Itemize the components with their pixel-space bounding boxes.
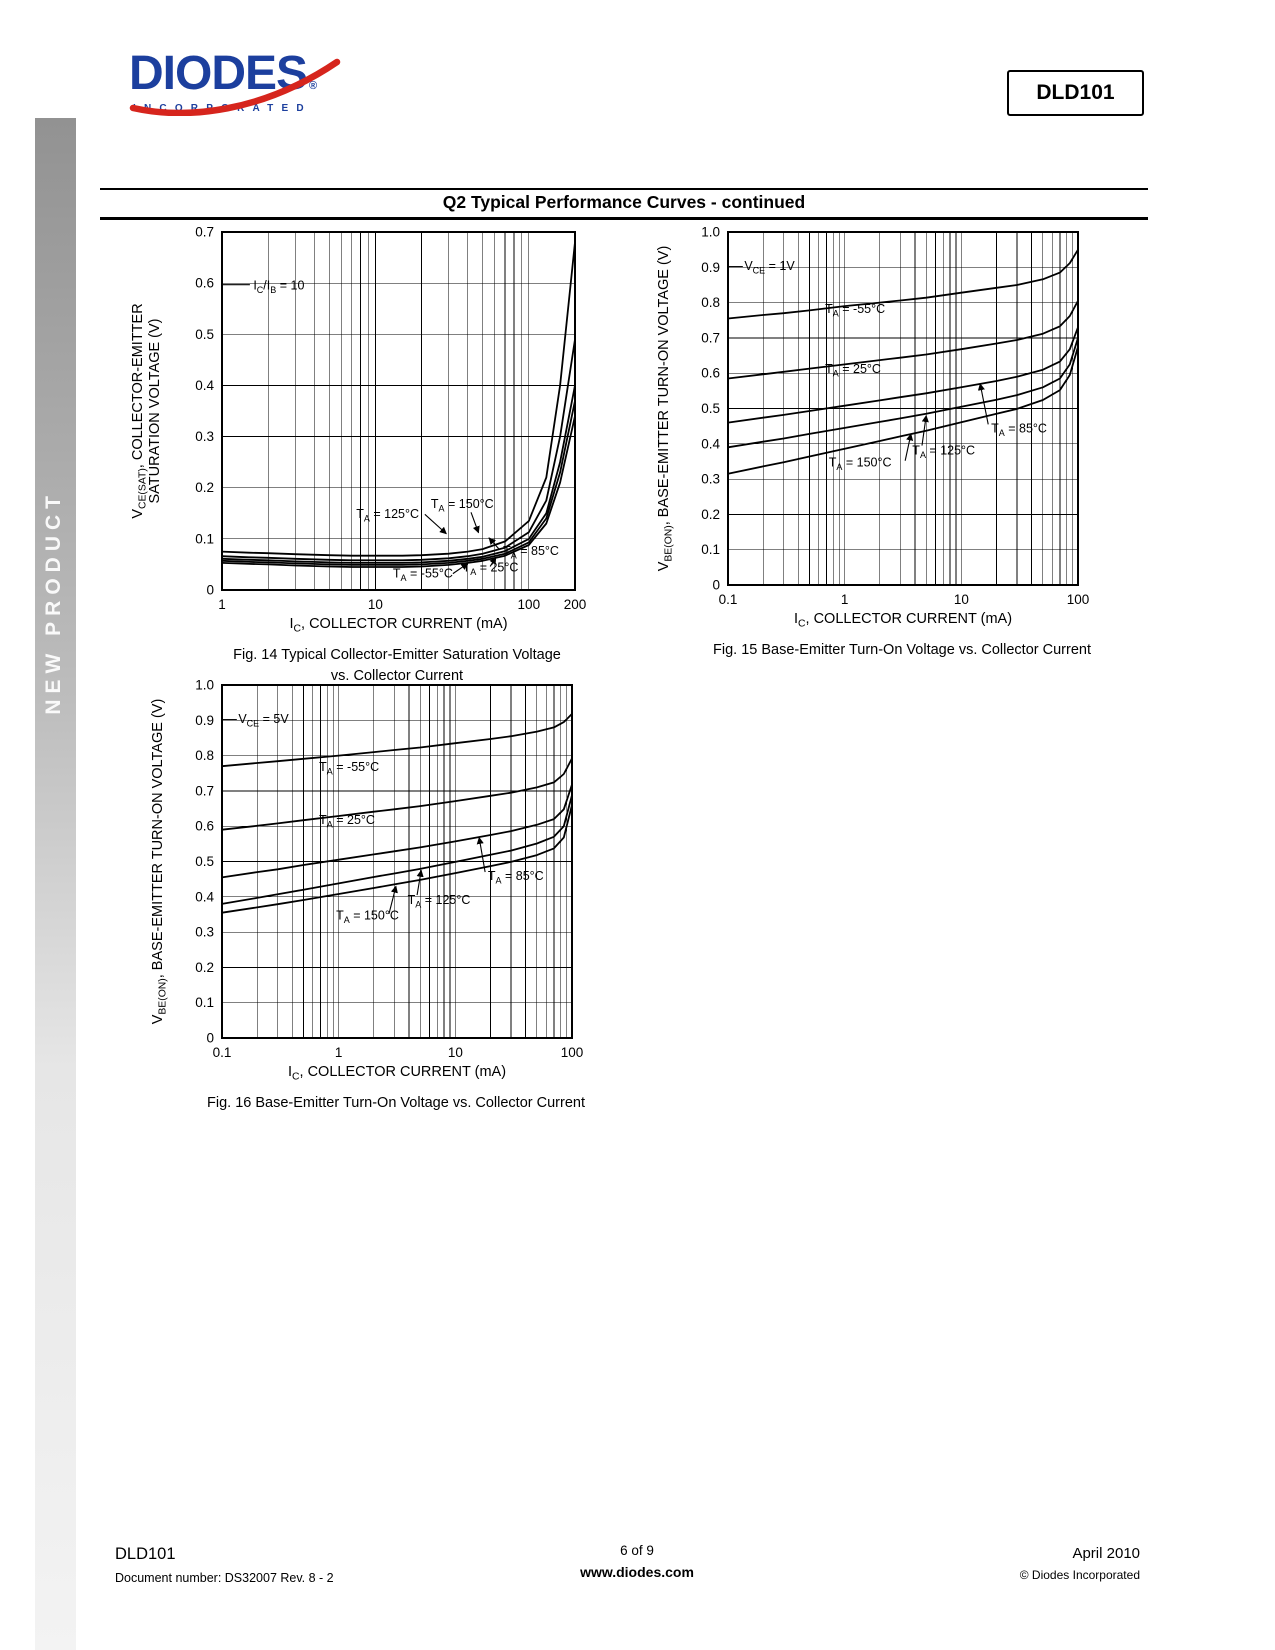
footer-right: April 2010 © Diodes Incorporated bbox=[840, 1545, 1140, 1582]
svg-text:TA = 85°C: TA = 85°C bbox=[991, 422, 1047, 439]
svg-text:IC, COLLECTOR CURRENT (mA): IC, COLLECTOR CURRENT (mA) bbox=[288, 1064, 506, 1083]
svg-text:TA = 25°C: TA = 25°C bbox=[319, 813, 375, 830]
svg-text:200: 200 bbox=[564, 597, 587, 612]
svg-text:IC, COLLECTOR CURRENT (mA): IC, COLLECTOR CURRENT (mA) bbox=[794, 611, 1012, 630]
svg-text:0.9: 0.9 bbox=[701, 260, 720, 275]
svg-text:0.4: 0.4 bbox=[195, 889, 214, 904]
svg-text:TA = 150°C: TA = 150°C bbox=[336, 909, 399, 926]
fig14-caption: Fig. 14 Typical Collector-Emitter Satura… bbox=[233, 647, 561, 685]
svg-text:10: 10 bbox=[448, 1045, 463, 1060]
svg-text:1.0: 1.0 bbox=[195, 678, 214, 693]
svg-text:0.7: 0.7 bbox=[701, 330, 720, 345]
new-product-sidebar: NEW PRODUCT bbox=[35, 118, 76, 1650]
new-product-label: NEW PRODUCT bbox=[42, 490, 65, 715]
svg-text:TA = 85°C: TA = 85°C bbox=[488, 869, 544, 886]
footer-website-link[interactable]: www.diodes.com bbox=[580, 1564, 694, 1580]
figure-16: 0 0.1 0.2 0.3 0.4 0.5 0.6 0.7 0.8 0.9 1.0 0.1 1 10 100… bbox=[147, 677, 587, 1114]
svg-text:TA = 85°C: TA = 85°C bbox=[503, 544, 559, 561]
footer-date: April 2010 bbox=[1072, 1545, 1140, 1562]
title-rule-bottom bbox=[100, 217, 1148, 220]
svg-text:TA = 150°C: TA = 150°C bbox=[829, 456, 892, 473]
svg-text:0.3: 0.3 bbox=[195, 925, 214, 940]
footer-document-number: Document number: DS32007 Rev. 8 - 2 bbox=[115, 1571, 334, 1585]
svg-text:0.1: 0.1 bbox=[195, 995, 214, 1010]
part-number-box: DLD101 bbox=[1007, 70, 1144, 116]
footer-part-number: DLD101 bbox=[115, 1545, 176, 1563]
svg-text:0.5: 0.5 bbox=[701, 401, 720, 416]
fig16-chart: 00.10.20.30.40.50.60.70.80.91.00.1 1 10 100… bbox=[150, 678, 584, 1083]
fig15-chart: 00.10.20.30.40.50.60.70.80.91.00.1 1 10 100… bbox=[656, 225, 1090, 630]
footer-left: DLD101 Document number: DS32007 Rev. 8 -… bbox=[115, 1545, 334, 1585]
fig15-caption: Fig. 15 Base-Emitter Turn-On Voltage vs.… bbox=[713, 642, 1091, 658]
logo-text: DIODES bbox=[129, 47, 308, 100]
svg-text:0.4: 0.4 bbox=[195, 378, 214, 393]
svg-text:0.8: 0.8 bbox=[701, 295, 720, 310]
registered-mark: ® bbox=[309, 80, 317, 92]
svg-text:0.7: 0.7 bbox=[195, 783, 214, 798]
svg-text:TA = 25°C: TA = 25°C bbox=[825, 362, 881, 379]
svg-text:TA = 125°C: TA = 125°C bbox=[356, 507, 419, 523]
svg-text:VBE(ON), BASE-EMITTER TURN-ON: VBE(ON), BASE-EMITTER TURN-ON VOLTAGE (V… bbox=[150, 699, 169, 1025]
svg-text:0.9: 0.9 bbox=[195, 713, 214, 728]
svg-text:0.3: 0.3 bbox=[195, 429, 214, 444]
page-title: Q2 Typical Performance Curves - continue… bbox=[442, 192, 806, 212]
footer-copyright: © Diodes Incorporated bbox=[1019, 1568, 1140, 1582]
part-number: DLD101 bbox=[1036, 81, 1115, 104]
svg-text:VCE = 5V: VCE = 5V bbox=[238, 712, 289, 729]
svg-text:0.5: 0.5 bbox=[195, 854, 214, 869]
svg-text:0.6: 0.6 bbox=[195, 276, 214, 291]
svg-text:VBE(ON), BASE-EMITTER TURN-ON: VBE(ON), BASE-EMITTER TURN-ON VOLTAGE (V… bbox=[656, 246, 675, 572]
svg-text:0: 0 bbox=[206, 583, 214, 598]
svg-text:1: 1 bbox=[335, 1045, 343, 1060]
svg-text:0.6: 0.6 bbox=[195, 819, 214, 834]
svg-text:0: 0 bbox=[206, 1031, 214, 1046]
fig16-caption: Fig. 16 Base-Emitter Turn-On Voltage vs.… bbox=[207, 1095, 585, 1111]
svg-text:0.2: 0.2 bbox=[195, 480, 214, 495]
svg-text:TA = 150°C: TA = 150°C bbox=[431, 497, 494, 513]
svg-text:10: 10 bbox=[954, 592, 969, 607]
svg-text:0.8: 0.8 bbox=[195, 748, 214, 763]
svg-text:1.0: 1.0 bbox=[701, 225, 720, 240]
logo-swoosh-icon bbox=[129, 58, 341, 116]
diodes-logo: DIODES ® INCORPORATED bbox=[129, 50, 359, 138]
svg-text:100: 100 bbox=[1067, 592, 1090, 607]
svg-text:0.1: 0.1 bbox=[701, 542, 720, 557]
svg-text:0.1: 0.1 bbox=[719, 592, 738, 607]
svg-text:IC/IB = 10: IC/IB = 10 bbox=[253, 278, 304, 295]
svg-text:0.2: 0.2 bbox=[195, 960, 214, 975]
svg-text:0.2: 0.2 bbox=[701, 507, 720, 522]
svg-text:0.1: 0.1 bbox=[213, 1045, 232, 1060]
footer-center: 6 of 9 www.diodes.com bbox=[487, 1543, 787, 1580]
svg-text:TA = -55°C: TA = -55°C bbox=[319, 760, 379, 777]
svg-text:IC, COLLECTOR CURRENT (mA): IC, COLLECTOR CURRENT (mA) bbox=[289, 616, 507, 635]
svg-text:0.6: 0.6 bbox=[701, 366, 720, 381]
svg-text:TA = -55°C: TA = -55°C bbox=[393, 567, 453, 584]
svg-text:0.4: 0.4 bbox=[701, 436, 720, 451]
svg-text:0: 0 bbox=[712, 578, 720, 593]
svg-text:0.7: 0.7 bbox=[195, 225, 214, 240]
svg-text:0.3: 0.3 bbox=[701, 472, 720, 487]
svg-text:TA = -55°C: TA = -55°C bbox=[825, 302, 885, 319]
svg-text:1: 1 bbox=[841, 592, 849, 607]
svg-text:SATURATION VOLTAGE (V): SATURATION VOLTAGE (V) bbox=[147, 318, 163, 503]
svg-text:10: 10 bbox=[368, 597, 383, 612]
svg-text:TA = 125°C: TA = 125°C bbox=[408, 893, 471, 910]
fig14-chart: 0 0.1 0.2 0.3 0.4 0.5 0.6 0.7 1 10 100 200 IC, COLLE… bbox=[130, 225, 587, 635]
svg-text:100: 100 bbox=[561, 1045, 584, 1060]
svg-text:VCE = 1V: VCE = 1V bbox=[744, 259, 795, 276]
footer-page-number: 6 of 9 bbox=[620, 1543, 654, 1558]
svg-text:TA = 125°C: TA = 125°C bbox=[912, 443, 975, 460]
svg-text:100: 100 bbox=[518, 597, 541, 612]
svg-text:VCE(SAT), COLLECTOR-EMITTER: VCE(SAT), COLLECTOR-EMITTER bbox=[130, 303, 149, 518]
svg-text:0.1: 0.1 bbox=[195, 531, 214, 546]
svg-text:0.5: 0.5 bbox=[195, 327, 214, 342]
figure-14: 0 0.1 0.2 0.3 0.4 0.5 0.6 0.7 1 10 100 200 IC, COLLE… bbox=[127, 224, 587, 687]
svg-text:1: 1 bbox=[218, 597, 226, 612]
figure-15: 0 0.1 0.2 0.3 0.4 0.5 0.6 0.7 0.8 0.9 1.0 0.1 1 10 100… bbox=[653, 224, 1093, 661]
logo-wordmark: DIODES ® bbox=[129, 50, 359, 98]
title-rule-top bbox=[100, 188, 1148, 190]
